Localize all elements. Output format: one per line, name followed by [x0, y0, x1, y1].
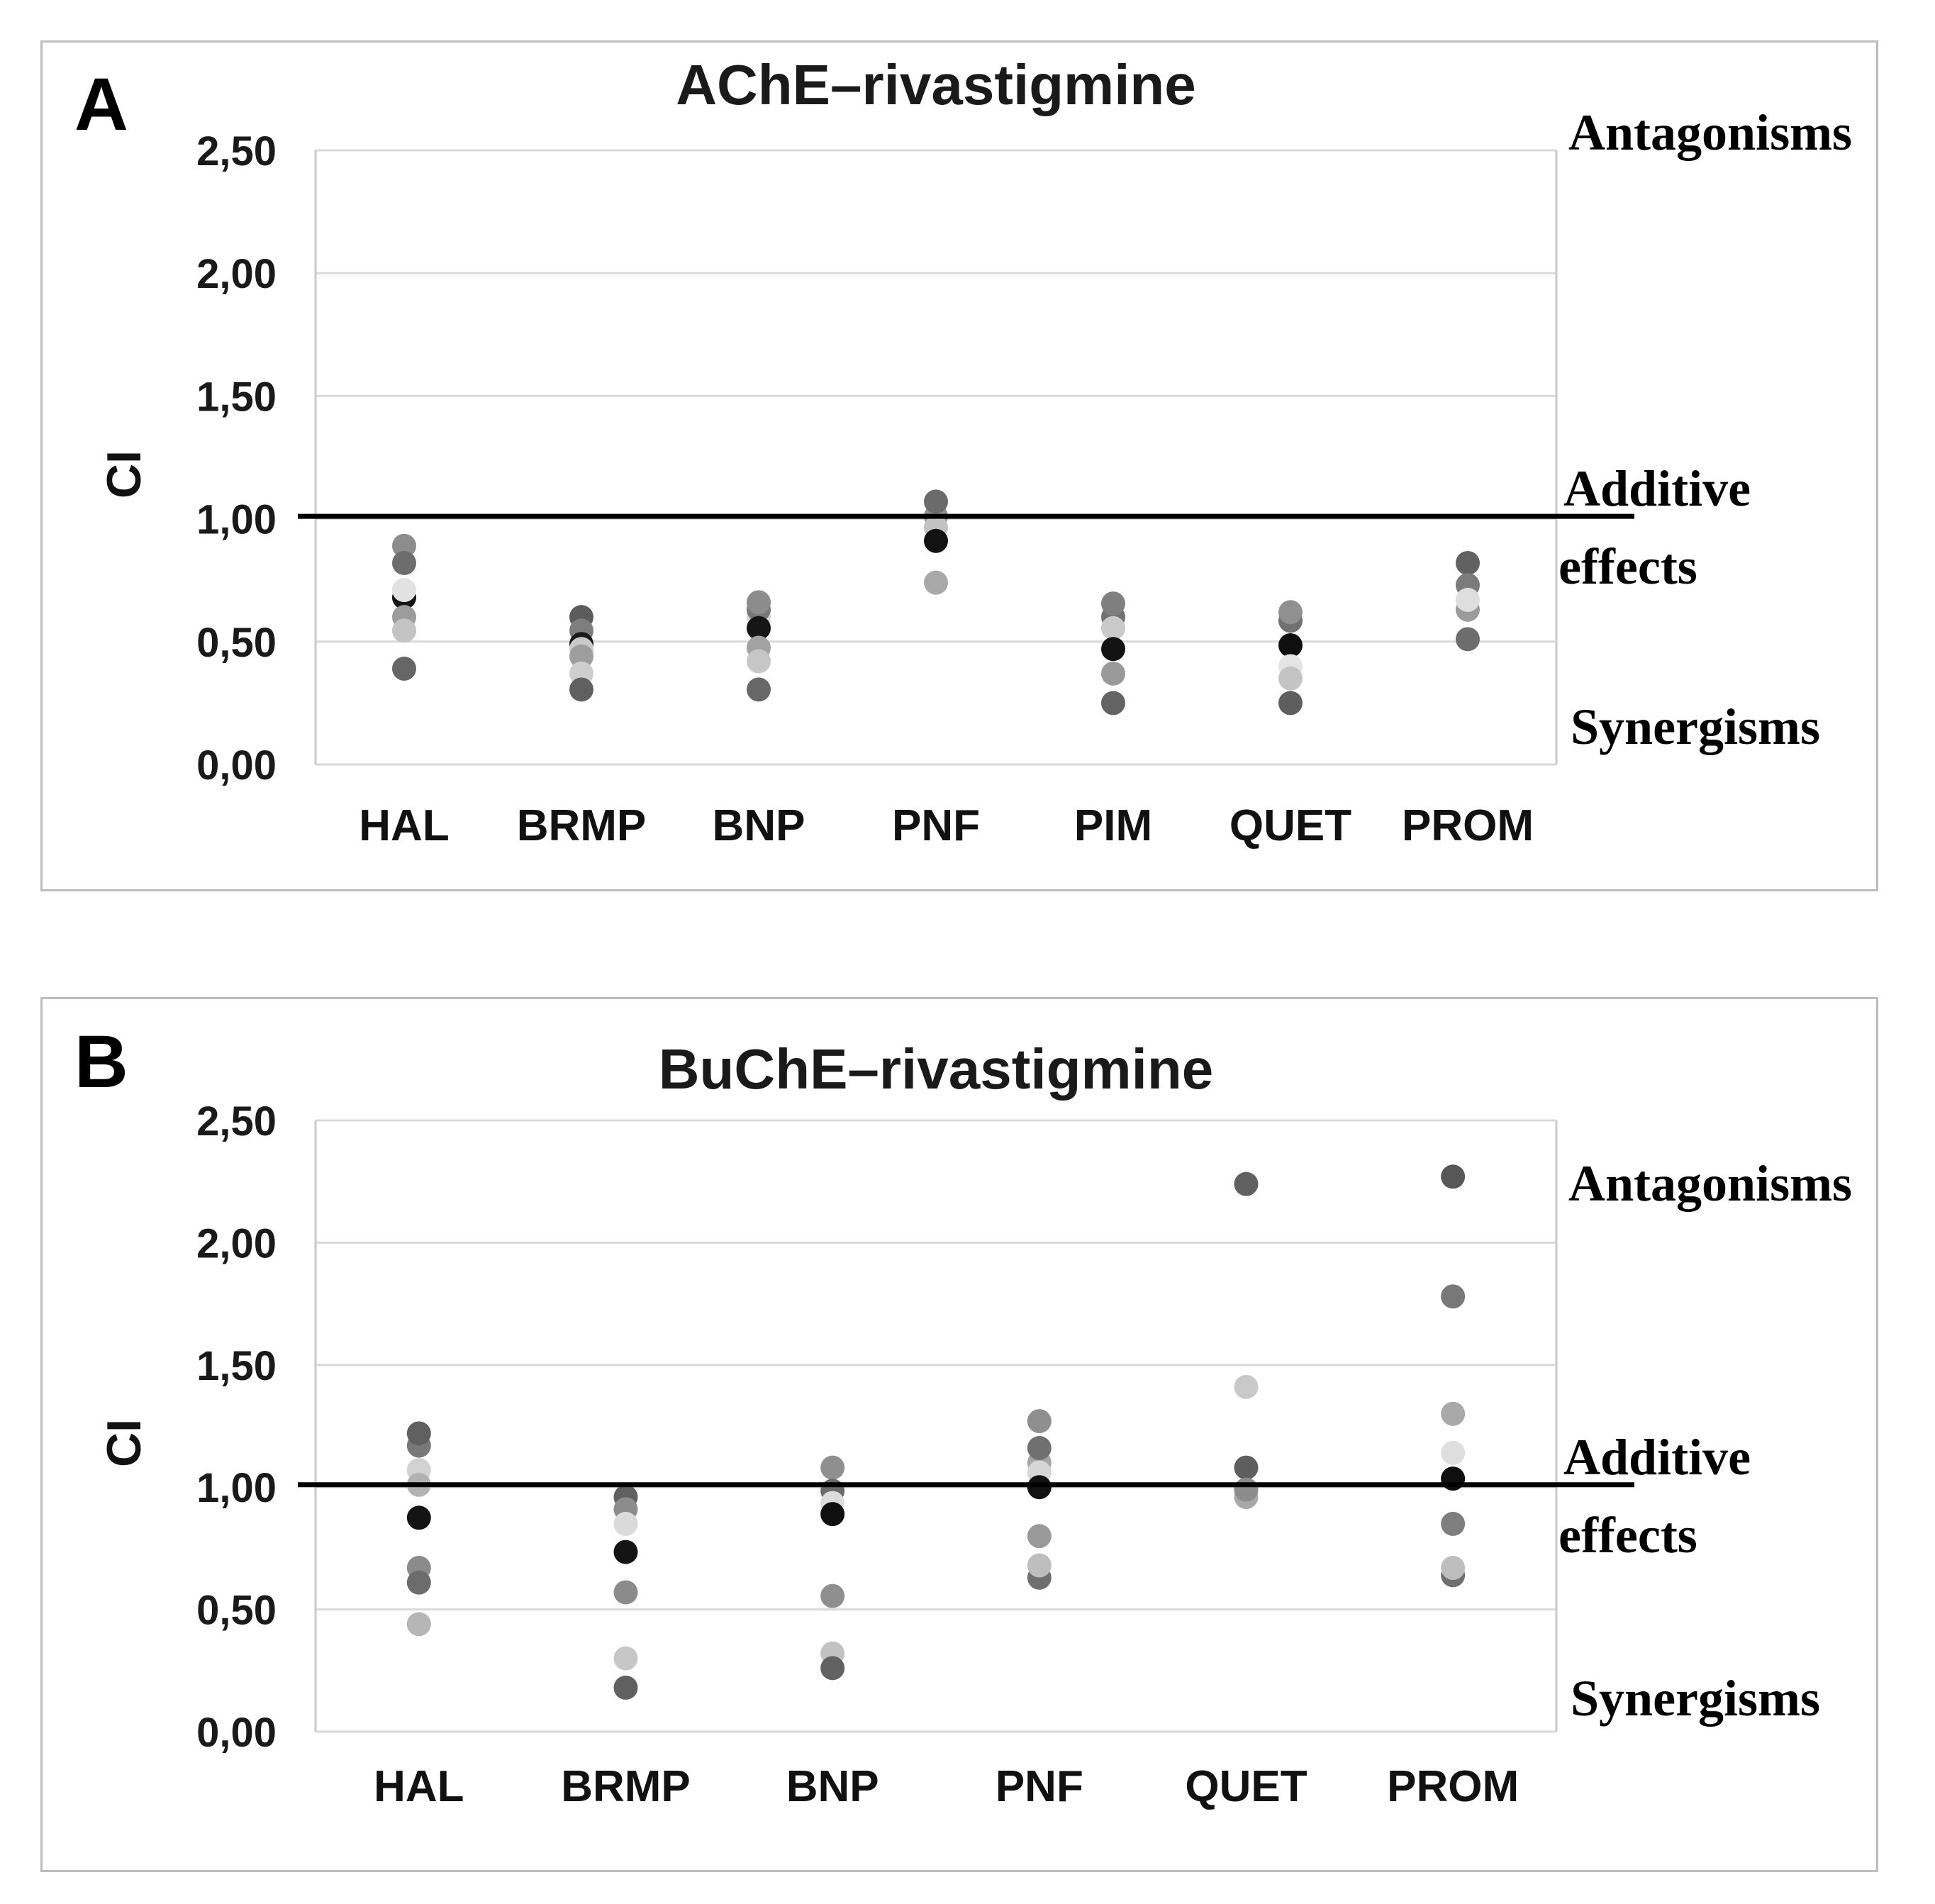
data-point-PIM — [1101, 616, 1125, 640]
x-category-label: HAL — [359, 801, 449, 850]
x-category-label: BNP — [786, 1762, 879, 1811]
data-point-BNP — [747, 616, 771, 640]
data-point-BRMP — [613, 1580, 638, 1605]
data-point-BNP — [747, 590, 771, 615]
data-point-QUET — [1234, 1477, 1259, 1502]
panel-a-label-antagonisms: Antagonisms — [1568, 104, 1853, 161]
data-point-HAL — [406, 1505, 431, 1530]
data-point-HAL — [406, 1612, 431, 1637]
data-point-HAL — [392, 618, 416, 643]
panel-b-label-additive: Additive — [1563, 1429, 1751, 1486]
data-point-HAL — [392, 656, 416, 681]
data-point-BNP — [747, 649, 771, 674]
data-point-PIM — [1101, 661, 1125, 686]
y-tick-label: 2,50 — [196, 128, 277, 174]
panel-B-plot: 0,00 0,50 1,00 1,50 2,00 2,50 HAL BRMP BNP PNF QUE… — [106, 1098, 1634, 1811]
y-axis-label: CI — [106, 450, 151, 499]
x-category-label: BRMP — [561, 1762, 691, 1811]
x-category-label: HAL — [374, 1762, 464, 1811]
panel-A-plot: 0,00 0,50 1,00 1,50 2,00 2,50 HAL BRMP BNP PNF PIM… — [106, 128, 1634, 850]
data-point-BRMP — [613, 1540, 638, 1564]
panel-a-label-synergisms: Synergisms — [1571, 698, 1821, 755]
data-point-PROM — [1456, 550, 1480, 575]
data-point-QUET — [1234, 1374, 1259, 1399]
x-category-label: QUET — [1185, 1762, 1307, 1811]
data-point-QUET — [1278, 600, 1303, 625]
data-point-QUET — [1278, 633, 1303, 657]
panel-a-letter: A — [74, 63, 128, 146]
data-point-BNP — [820, 1455, 845, 1480]
panel-b-title: BuChE–rivastigmine — [658, 1037, 1214, 1101]
data-point-BRMP — [569, 644, 593, 669]
data-point-BNP — [747, 677, 771, 702]
x-category-label: QUET — [1229, 801, 1351, 850]
data-point-BNP — [820, 1583, 845, 1608]
data-point-PROM — [1456, 587, 1480, 612]
data-point-PNF — [924, 570, 948, 595]
data-point-PNF — [924, 528, 948, 553]
data-point-PIM — [1101, 691, 1125, 716]
y-tick-label: 2,50 — [196, 1098, 277, 1145]
data-point-HAL — [406, 1421, 431, 1446]
y-tick-label: 2,00 — [196, 251, 277, 297]
data-point-PROM — [1441, 1284, 1466, 1309]
data-point-PROM — [1441, 1555, 1466, 1580]
data-point-QUET — [1278, 666, 1303, 691]
data-point-QUET — [1234, 1455, 1259, 1480]
y-tick-label: 2,00 — [196, 1220, 277, 1266]
x-category-label: BRMP — [517, 801, 647, 850]
data-point-QUET — [1234, 1171, 1259, 1196]
data-point-BNP — [820, 1656, 845, 1681]
panel-b-letter: B — [74, 1020, 128, 1103]
y-tick-label: 0,50 — [196, 1588, 277, 1634]
data-point-PROM — [1441, 1401, 1466, 1426]
y-axis-label: CI — [106, 1419, 151, 1467]
data-point-HAL — [392, 550, 416, 575]
x-category-label: PROM — [1387, 1762, 1519, 1811]
panel-b-box — [40, 997, 1878, 1872]
panel-a-label-additive: Additive — [1563, 460, 1751, 517]
data-point-BRMP — [569, 677, 593, 702]
data-point-BRMP — [613, 1646, 638, 1671]
x-category-label: PNF — [892, 801, 980, 850]
panel-a-label-effects: effects — [1558, 538, 1697, 595]
data-point-PROM — [1441, 1440, 1466, 1465]
y-tick-label: 1,50 — [196, 374, 277, 420]
panel-b-label-effects: effects — [1558, 1507, 1697, 1564]
data-point-PNF — [1027, 1553, 1052, 1578]
panel-a-title: AChE–rivastigmine — [676, 53, 1196, 116]
data-point-PNF — [924, 489, 948, 514]
data-point-QUET — [1278, 691, 1303, 716]
data-point-HAL — [406, 1570, 431, 1595]
panel-a-box — [40, 40, 1878, 891]
data-point-BNP — [820, 1502, 845, 1527]
data-point-HAL — [392, 578, 416, 603]
data-point-PROM — [1441, 1164, 1466, 1189]
data-point-PIM — [1101, 591, 1125, 616]
y-tick-label: 0,50 — [196, 620, 277, 666]
y-tick-label: 1,50 — [196, 1343, 277, 1389]
data-point-BRMP — [613, 1511, 638, 1536]
x-category-label: PIM — [1074, 801, 1152, 850]
data-point-PROM — [1456, 627, 1480, 652]
data-point-PROM — [1441, 1511, 1466, 1536]
data-point-PNF — [1027, 1409, 1052, 1434]
x-category-label: PNF — [996, 1762, 1083, 1811]
y-tick-label: 1,00 — [196, 1465, 277, 1511]
data-point-PNF — [1027, 1524, 1052, 1549]
data-point-HAL — [392, 533, 416, 558]
data-point-PNF — [1027, 1436, 1052, 1461]
y-tick-label: 0,00 — [196, 742, 277, 789]
data-point-PIM — [1101, 637, 1125, 662]
y-tick-label: 0,00 — [196, 1710, 277, 1756]
panel-b-label-synergisms: Synergisms — [1571, 1670, 1821, 1727]
panel-b-label-antagonisms: Antagonisms — [1568, 1155, 1853, 1212]
data-point-BRMP — [613, 1675, 638, 1700]
x-category-label: PROM — [1402, 801, 1534, 850]
x-category-label: BNP — [713, 801, 805, 850]
y-tick-label: 1,00 — [196, 497, 277, 543]
